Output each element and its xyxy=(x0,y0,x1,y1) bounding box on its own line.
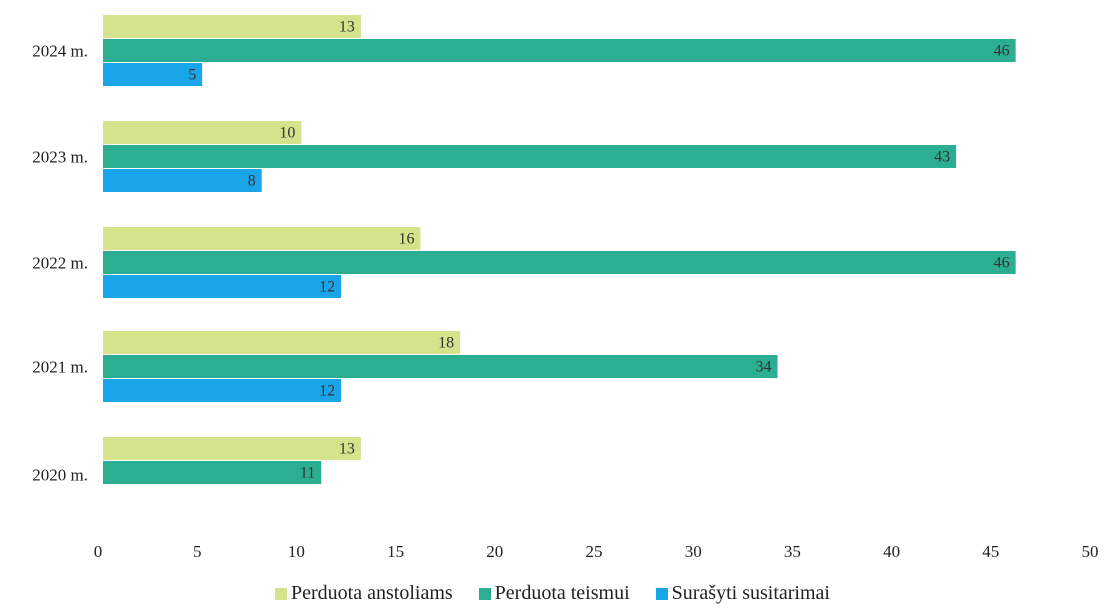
plot-area: 13 46 5 10 43 8 16 46 12 18 34 12 13 11 xyxy=(103,15,1016,484)
category-label: 2022 m. xyxy=(32,254,88,273)
bar xyxy=(103,355,778,378)
data-label: 18 xyxy=(438,335,454,352)
category-label: 2023 m. xyxy=(32,148,88,167)
bar xyxy=(103,169,262,192)
bar xyxy=(103,331,460,354)
bar xyxy=(103,251,1016,274)
legend-label: Perduota anstoliams xyxy=(291,582,453,605)
data-label: 5 xyxy=(188,67,196,84)
data-label: 12 xyxy=(319,383,335,400)
legend-swatch xyxy=(656,588,668,600)
x-tick-label: 0 xyxy=(94,542,103,561)
legend-label: Perduota teismui xyxy=(495,582,630,605)
bar-chart: 13 46 5 10 43 8 16 46 12 18 34 12 13 11 2024 m. 2023 m… xyxy=(0,0,1105,580)
data-label: 8 xyxy=(248,173,256,190)
category-label: 2021 m. xyxy=(32,358,88,377)
legend-swatch xyxy=(479,588,491,600)
x-tick-label: 10 xyxy=(288,542,305,561)
bar xyxy=(103,437,361,460)
data-label: 13 xyxy=(339,19,355,36)
x-tick-label: 45 xyxy=(982,542,999,561)
data-label: 43 xyxy=(934,149,950,166)
x-tick-label: 25 xyxy=(586,542,603,561)
x-tick-label: 30 xyxy=(685,542,702,561)
legend-item-perduota-anstoliams: Perduota anstoliams xyxy=(275,582,453,605)
legend-label: Surašyti susitarimai xyxy=(672,582,830,605)
category-label: 2024 m. xyxy=(32,42,88,61)
bar xyxy=(103,275,341,298)
bar xyxy=(103,15,361,38)
data-label: 46 xyxy=(994,255,1010,272)
category-label: 2020 m. xyxy=(32,465,88,484)
data-label: 34 xyxy=(756,359,772,376)
data-label: 46 xyxy=(994,43,1010,60)
data-label: 12 xyxy=(319,279,335,296)
bar xyxy=(103,461,321,484)
data-label: 13 xyxy=(339,441,355,458)
bar xyxy=(103,379,341,402)
bar xyxy=(103,145,956,168)
x-tick-label: 40 xyxy=(883,542,900,561)
data-label: 11 xyxy=(300,465,315,482)
x-tick-label: 5 xyxy=(193,542,202,561)
x-axis-ticks: 0 5 10 15 20 25 30 35 40 45 50 xyxy=(94,542,1099,561)
category-labels: 2024 m. 2023 m. 2022 m. 2021 m. 2020 m. xyxy=(32,42,88,485)
bar xyxy=(103,227,420,250)
legend-swatch xyxy=(275,588,287,600)
x-tick-label: 50 xyxy=(1082,542,1099,561)
data-label: 10 xyxy=(279,125,295,142)
legend: Perduota anstoliams Perduota teismui Sur… xyxy=(0,582,1105,605)
legend-item-perduota-teismui: Perduota teismui xyxy=(479,582,630,605)
x-tick-label: 35 xyxy=(784,542,801,561)
data-label: 16 xyxy=(398,231,414,248)
x-tick-label: 20 xyxy=(486,542,503,561)
bar xyxy=(103,121,301,144)
legend-item-surasyti-susitarimai: Surašyti susitarimai xyxy=(656,582,830,605)
bar xyxy=(103,39,1016,62)
x-tick-label: 15 xyxy=(387,542,404,561)
